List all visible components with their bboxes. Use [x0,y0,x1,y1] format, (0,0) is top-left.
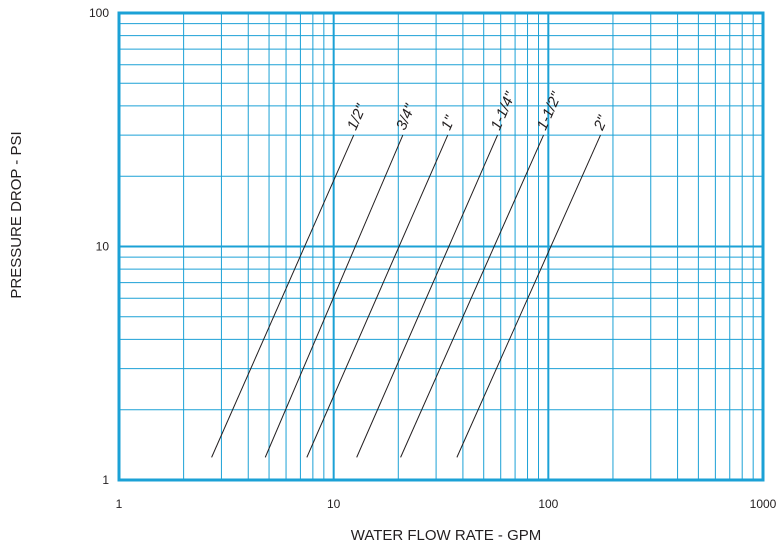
series-line [356,134,499,458]
y-tick-label: 10 [96,240,110,254]
y-tick-label: 100 [89,6,109,20]
x-tick-label: 100 [538,497,558,511]
series-line [400,134,545,458]
grid-layer [119,13,763,480]
series-label: 1" [438,113,459,133]
x-axis-title: WATER FLOW RATE - GPM [351,527,542,544]
series-line [264,134,404,458]
series-line [211,134,355,458]
series-layer: 1/2" 3/4" 1" 1-1/4" 1-1/2" 2" [211,89,612,458]
tick-labels: 1 10 100 1000 1 10 100 [89,6,777,511]
y-axis-title: PRESSURE DROP - PSI [8,131,25,298]
x-tick-label: 1 [116,497,123,511]
series-label: 1-1/4" [488,89,520,133]
series-label: 2" [590,113,612,134]
x-tick-label: 1000 [750,497,777,511]
plot-frame [117,11,765,482]
plot-border [117,11,765,482]
series-line [306,134,449,458]
series-line [456,134,601,458]
x-tick-label: 10 [327,497,341,511]
y-tick-label: 1 [102,473,109,487]
